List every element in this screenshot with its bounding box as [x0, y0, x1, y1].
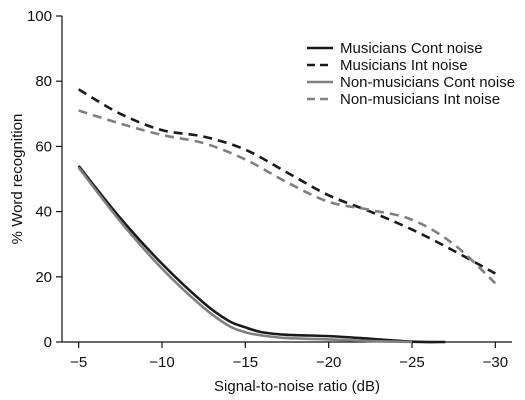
y-tick-label: 40	[35, 204, 52, 221]
y-tick-label: 60	[35, 138, 52, 155]
series-line-musicians-cont-noise	[77, 165, 446, 344]
series-layer	[77, 88, 497, 344]
x-tick-label: −25	[399, 354, 424, 371]
series-line-musicians-int-noise	[78, 88, 496, 275]
y-tick-label: 0	[44, 334, 52, 351]
legend-label-musicians-int-noise: Musicians Int noise	[340, 57, 468, 74]
legend-label-musicians-cont-noise: Musicians Cont noise	[340, 40, 483, 57]
y-tick-label: 80	[35, 73, 52, 90]
axes: 0 20 40 60 80 100 −5 −10 −15 −20 −25 −30	[27, 8, 512, 371]
series-line-non-musicians-int-noise	[78, 109, 497, 285]
legend-label-non-musicians-int-noise: Non-musicians Int noise	[340, 91, 500, 108]
x-axis-label: Signal-to-noise ratio (dB)	[214, 378, 380, 395]
y-axis-label: % Word recognition	[9, 114, 26, 245]
x-tick-label: −10	[149, 354, 174, 371]
series-line-non-musicians-cont-noise	[77, 166, 413, 344]
x-tick-label: −15	[233, 354, 258, 371]
y-tick-label: 20	[35, 269, 52, 286]
x-tick-label: −20	[316, 354, 341, 371]
y-tick-label: 100	[27, 8, 52, 25]
x-tick-label: −30	[483, 354, 508, 371]
legend-label-non-musicians-cont-noise: Non-musicians Cont noise	[340, 74, 515, 91]
x-tick-label: −5	[70, 354, 87, 371]
